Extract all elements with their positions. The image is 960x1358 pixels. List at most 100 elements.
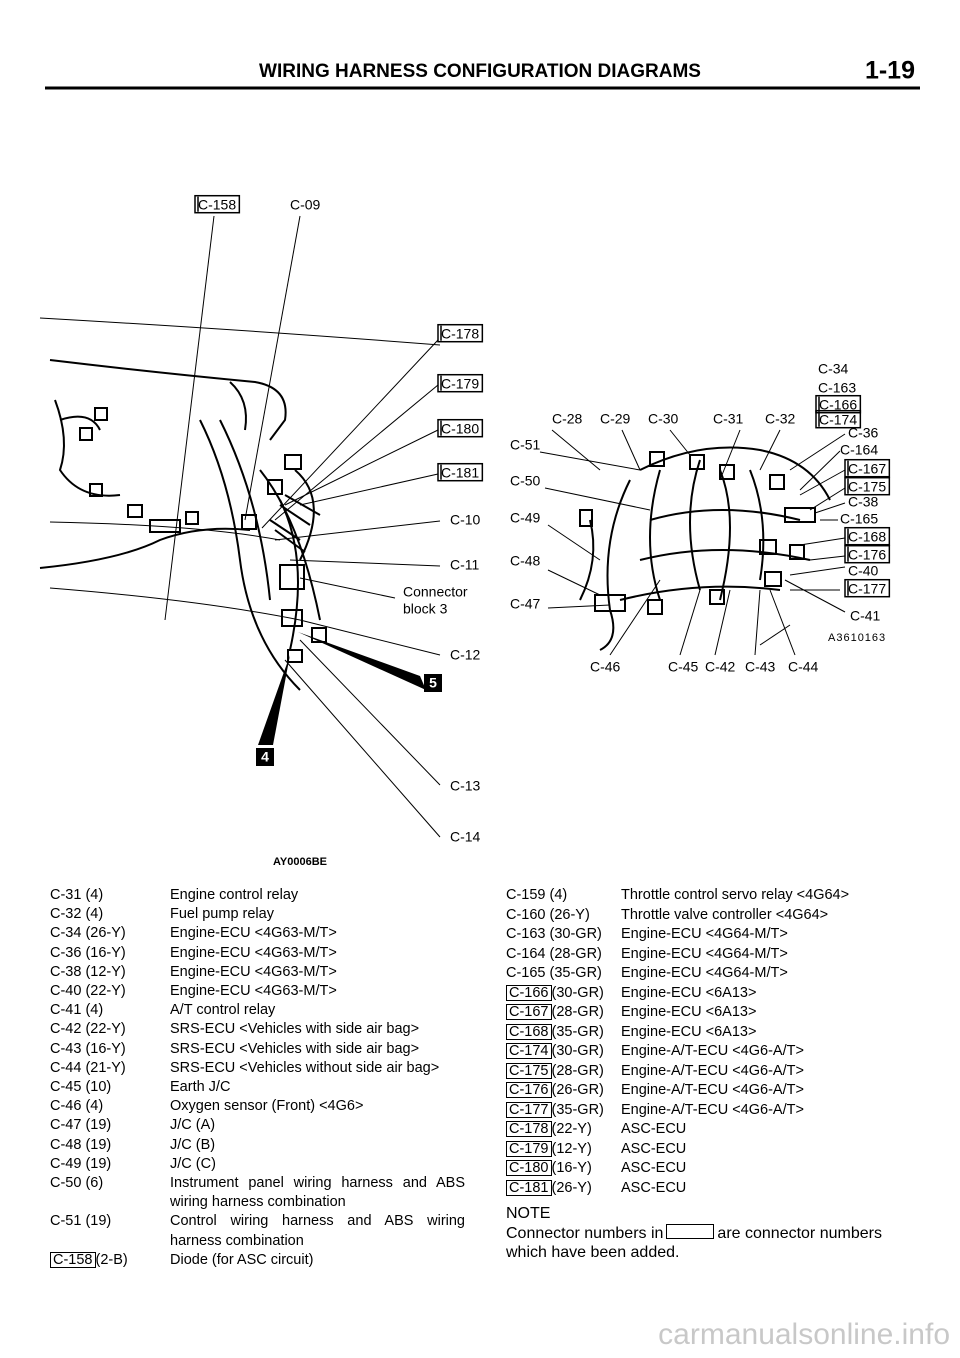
connector-list: C-159 (4) Throttle control servo relay <4G… [506, 886, 926, 1198]
connector-label: C-178 [441, 326, 479, 342]
connector-id: C-165 [506, 965, 546, 981]
list-row: C-50 (6) Instrument panel wiring harness a… [50, 1174, 465, 1212]
leader-lines [539, 429, 846, 656]
list-row: C-159 (4) Throttle control servo relay <4G… [506, 886, 926, 906]
page-number: 1-19 [865, 57, 915, 85]
connector-cell: C-45 (10) [50, 1078, 170, 1097]
connector-cell: C-43 (16-Y) [50, 1040, 170, 1059]
list-row: C-38 (12-Y) Engine-ECU <4G63-M/T> [50, 963, 465, 982]
connector-description: Engine-ECU <6A13> [621, 984, 757, 1001]
connector-spec: (10) [85, 1079, 112, 1096]
connector-description: J/C (B) [170, 1136, 216, 1153]
connector-cell: C-32 (4) [50, 905, 170, 924]
connector-description: ASC-ECU [621, 1140, 687, 1157]
label-box [815, 394, 862, 414]
connector-spec: (4) [85, 887, 104, 903]
connector-description: Engine-ECU <4G63-M/T> [170, 944, 337, 961]
connector-cell: C-44 (21-Y) [50, 1059, 170, 1078]
connector-description: ASC-ECU [621, 1160, 687, 1176]
list-row: C-176 (26-GR) Engine-A/T-ECU <4G6-A/T> [506, 1081, 926, 1101]
connector-cell: C-165 (35-GR) [506, 964, 621, 984]
label-box [437, 323, 484, 343]
connector-id: C-180 [506, 1160, 552, 1176]
connector-id: C-174 [506, 1043, 552, 1059]
list-row: C-43 (16-Y) SRS-ECU <Vehicles with side ai… [50, 1040, 465, 1059]
connector-description: Engine-ECU <4G63-M/T> [170, 983, 337, 1000]
connector-spec: (12-Y) [85, 963, 126, 980]
connector-label: C-34 [818, 361, 849, 377]
connector-cell: C-179 (12-Y) [506, 1140, 621, 1160]
connector-cell: C-177 (35-GR) [506, 1101, 621, 1121]
connector-description: Oxygen sensor (Front) <4G6> [170, 1098, 364, 1115]
connector-id: C-51 [50, 1213, 82, 1230]
connector-description: ASC-ECU [621, 1121, 687, 1137]
connector-description: Earth J/C [170, 1079, 231, 1096]
list-row: C-41 (4) A/T control relay [50, 1001, 465, 1020]
connector-cell: C-49 (19) [50, 1155, 170, 1174]
connector-description: Engine-ECU <6A13> [621, 1023, 757, 1040]
connector-label: C-42 [705, 659, 736, 675]
connector-label: C-40 [848, 563, 879, 579]
connector-label: C-30 [648, 411, 679, 427]
left-labels: C-158 C-09 C-178 C-179 C-180 C-181 C-10 … [194, 194, 484, 868]
connector-label: C-32 [765, 411, 796, 427]
connector-spec: (28-GR) [551, 1062, 604, 1079]
diagram-canvas: WIRING HARNESS CONFIGURATION DIAGRAMS 1-… [39, 57, 920, 868]
connector-label: C-165 [840, 511, 878, 527]
connector-spec: (30-GR) [551, 1043, 604, 1059]
engine-harness-sketch [579, 446, 831, 651]
note-heading: NOTE [506, 1205, 551, 1222]
connector-label: C-36 [848, 425, 879, 441]
list-row: C-34 (26-Y) Engine-ECU <4G63-M/T> [50, 924, 465, 943]
list-row: C-167 (28-GR) Engine-ECU <6A13> [506, 1003, 926, 1023]
label-box [844, 578, 891, 598]
connector-label: C-29 [600, 411, 631, 427]
connector-cell: C-166 (30-GR) [506, 984, 621, 1004]
connector-cell: C-50 (6) [50, 1174, 170, 1212]
connector-id: C-49 [50, 1155, 82, 1172]
connector-label: C-163 [818, 380, 856, 396]
leader-lines [164, 215, 441, 838]
connector-label: C-181 [441, 465, 479, 481]
connector-id: C-48 [50, 1136, 82, 1153]
connector-id: C-177 [506, 1101, 552, 1118]
connector-description: Instrument panel wiring harness and ABS … [170, 1175, 465, 1211]
connector-description: Engine-A/T-ECU <4G6-A/T> [621, 1043, 804, 1059]
note: NOTE Connector numbers in are connector n… [506, 1204, 926, 1263]
connector-label: C-49 [510, 510, 541, 526]
connector-id: C-32 [50, 906, 82, 923]
connector-id: C-158 [50, 1251, 96, 1268]
label-box [437, 462, 484, 482]
list-row: C-178 (22-Y) ASC-ECU [506, 1120, 926, 1140]
list-row: C-165 (35-GR) Engine-ECU <4G64-M/T> [506, 964, 926, 984]
figure-code: AY0006BE [273, 856, 327, 868]
connector-label: C-41 [850, 608, 881, 624]
connector-cell: C-175 (28-GR) [506, 1062, 621, 1082]
list-row: C-44 (21-Y) SRS-ECU <Vehicles without side… [50, 1059, 465, 1078]
connector-label: C-11 [450, 557, 480, 573]
connector-label: C-166 [819, 397, 857, 413]
connector-id: C-36 [50, 944, 82, 961]
connector-label: C-158 [198, 197, 236, 213]
connector-label: C-48 [510, 553, 541, 569]
list-row: C-45 (10) Earth J/C [50, 1078, 465, 1097]
connector-id: C-46 [50, 1098, 82, 1115]
connector-cell: C-46 (4) [50, 1097, 170, 1116]
connector-id: C-38 [50, 963, 82, 980]
connector-cell: C-159 (4) [506, 886, 621, 906]
connector-description: A/T control relay [170, 1002, 276, 1019]
note-box-symbol [666, 1223, 715, 1239]
label-box [844, 526, 891, 546]
right-labels: C-34 C-163 C-166 C-174 C-28 C-29 C-30 C-… [510, 361, 891, 675]
label-box [437, 373, 484, 393]
list-row: C-164 (28-GR) Engine-ECU <4G64-M/T> [506, 945, 926, 965]
connector-spec: (30-GR) [551, 984, 604, 1001]
connector-description: Engine-A/T-ECU <4G6-A/T> [621, 1101, 804, 1118]
label-box [437, 418, 484, 438]
connector-spec: (22-Y) [551, 1121, 592, 1137]
connector-spec: (35-GR) [551, 1023, 604, 1040]
connector-spec: (19) [85, 1213, 112, 1230]
connector-id: C-181 [506, 1179, 552, 1196]
connector-cell: C-160 (26-Y) [506, 906, 621, 926]
connector-description: Engine-A/T-ECU <4G6-A/T> [621, 1082, 804, 1098]
